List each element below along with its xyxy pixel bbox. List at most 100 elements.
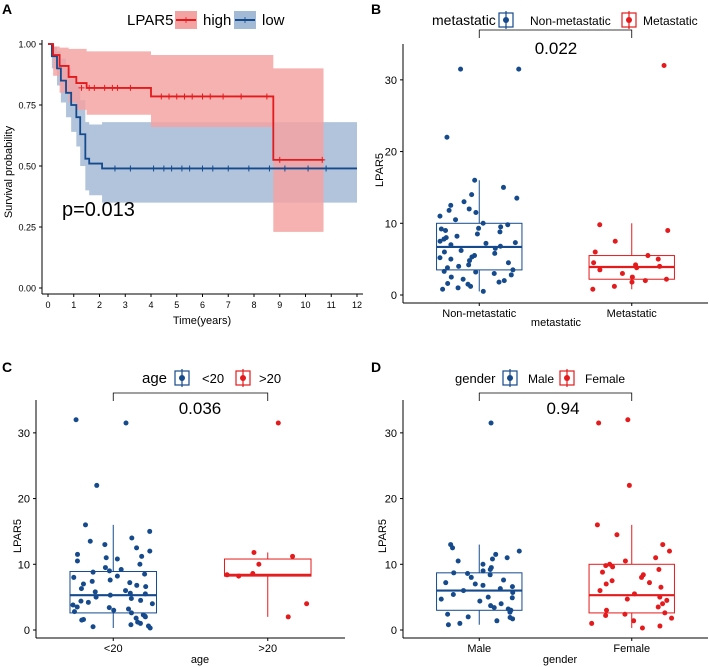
data-point <box>445 611 451 617</box>
data-point <box>645 253 651 259</box>
panel-c-legend-title: age <box>142 370 167 387</box>
data-point <box>127 590 133 596</box>
data-point <box>625 417 631 423</box>
data-point <box>128 595 134 601</box>
data-point <box>473 210 479 216</box>
data-point <box>597 222 603 228</box>
data-point <box>137 620 143 626</box>
data-point <box>480 288 486 294</box>
data-point <box>441 236 447 242</box>
significance-bracket <box>478 392 633 401</box>
high-censor-mark <box>189 93 196 100</box>
low-censor-mark <box>323 165 330 172</box>
data-point <box>514 195 520 201</box>
data-point <box>504 555 510 561</box>
low-censor-mark <box>266 165 273 172</box>
low-censor-mark <box>209 165 216 172</box>
data-point <box>71 609 77 615</box>
data-point <box>622 611 628 617</box>
data-point <box>71 574 77 580</box>
data-point <box>664 597 670 603</box>
data-point <box>498 224 504 230</box>
data-point <box>114 573 120 579</box>
data-point <box>657 263 663 269</box>
data-point <box>70 602 76 608</box>
data-point <box>128 622 134 628</box>
data-point <box>473 269 479 275</box>
data-point <box>509 584 515 590</box>
data-point <box>631 591 637 597</box>
data-point <box>251 549 257 555</box>
data-point <box>480 220 486 226</box>
legend-key-dot <box>240 375 246 381</box>
x-tick-label: <20 <box>104 643 123 655</box>
y-tick-label: 10 <box>18 559 30 571</box>
y-tick-label: 0 <box>24 625 30 637</box>
data-point <box>448 274 454 280</box>
data-point <box>603 581 609 587</box>
x-tick-label: 1 <box>71 300 76 310</box>
data-point <box>469 254 475 260</box>
data-point <box>492 245 498 251</box>
data-point <box>516 548 522 554</box>
data-point <box>660 601 666 607</box>
legend-label-metastatic: Metastatic <box>643 14 698 28</box>
data-point <box>461 199 467 205</box>
data-point <box>437 213 443 219</box>
panel-c-legend: age <20 >20 <box>142 369 281 387</box>
panel-d-pvalue: 0.94 <box>546 399 579 418</box>
data-point <box>129 535 135 541</box>
panel-d-y-axis-label: LPAR5 <box>377 519 389 553</box>
y-tick-label: 0 <box>391 625 397 637</box>
data-point <box>107 592 113 598</box>
legend-label-male: Male <box>528 372 554 386</box>
data-point <box>609 578 615 584</box>
x-tick-label: 4 <box>148 300 153 310</box>
data-point <box>489 556 495 562</box>
y-tick-label: 20 <box>18 494 30 506</box>
data-point <box>468 574 474 580</box>
y-tick-label: 30 <box>385 75 397 87</box>
data-point <box>81 616 87 622</box>
low-censor-mark <box>127 165 134 172</box>
panel-a-x-axis-label: Time(years) <box>173 315 231 327</box>
panel-a-pvalue: p=0.013 <box>62 199 135 221</box>
box-iqr <box>223 558 312 577</box>
y-tick-label: 0 <box>391 290 397 302</box>
panel-d-legend: gender Male Female <box>455 369 625 387</box>
data-point <box>662 610 668 616</box>
data-point <box>631 618 637 624</box>
panel-b-box-plot: B metastatic Non-metastatic Metastatic 0… <box>371 1 708 329</box>
data-point <box>597 267 603 273</box>
y-tick-label: 0.75 <box>18 101 36 111</box>
data-point <box>256 561 262 567</box>
data-point <box>494 618 500 624</box>
data-point <box>142 613 148 619</box>
high-censor-mark <box>199 93 206 100</box>
data-point <box>440 286 446 292</box>
data-point <box>441 249 447 255</box>
data-point <box>656 567 662 573</box>
high-censor-mark <box>114 84 121 91</box>
x-tick-label: 7 <box>226 300 231 310</box>
y-tick-label: 20 <box>385 147 397 159</box>
panel-b-legend: metastatic Non-metastatic Metastatic <box>432 11 698 29</box>
panel-b-letter: B <box>371 1 381 17</box>
data-point <box>655 256 661 262</box>
high-censor-mark <box>319 156 326 163</box>
box-iqr <box>588 563 675 614</box>
data-point <box>466 262 472 268</box>
x-tick-label: >20 <box>258 643 277 655</box>
y-tick-label: 0.00 <box>18 284 36 294</box>
data-point <box>512 240 518 246</box>
data-point <box>592 249 598 255</box>
data-point <box>448 202 454 208</box>
data-point <box>496 279 502 285</box>
high-censor-mark <box>86 84 93 91</box>
data-point <box>487 572 493 578</box>
panel-c-x-axis-label: age <box>191 654 209 666</box>
data-point <box>107 577 113 583</box>
data-point <box>465 614 471 620</box>
legend-key-metastatic <box>621 11 637 29</box>
